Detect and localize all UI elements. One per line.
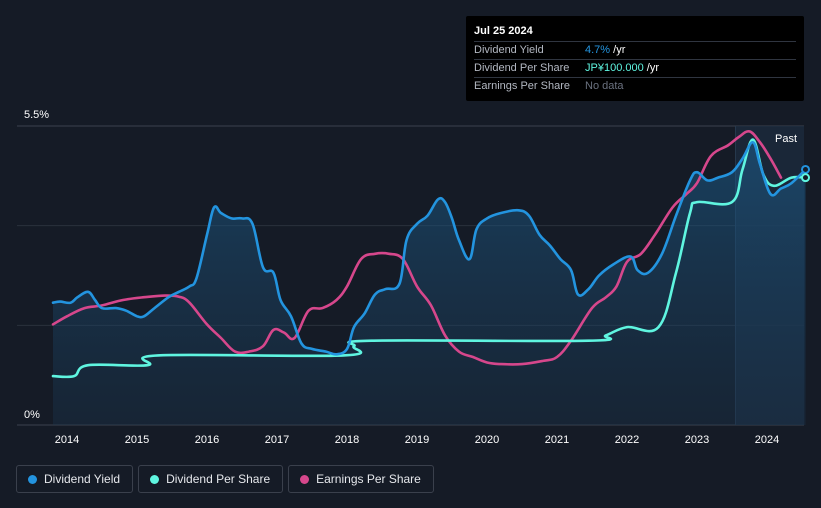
axis-ticks: 2014 2015 2016 2017 2018 2019 2020 2021 2022 2023… [55,434,779,446]
dividend-yield-line [51,141,807,356]
y-axis-max-label: 5.5% [24,109,49,121]
earnings-per-share-line [51,129,783,366]
tooltip-row-dividend-per-share: Dividend Per Share JP¥100.000 /yr [474,60,796,78]
dividend-per-share-line [51,138,807,379]
legend-dot [28,474,37,484]
x-tick-label: 2018 [335,434,359,446]
legend-dividend-per-share[interactable]: Dividend Per Share [138,465,284,493]
x-tick-label: 2015 [125,434,149,446]
legend-dot [300,474,310,484]
series-lines [51,129,810,379]
legend-label: Dividend Yield [44,472,121,486]
legend: Dividend Yield Dividend Per Share Earnin… [16,465,434,493]
tooltip-value: JP¥100.000 /yr [585,62,659,74]
x-tick-label: 2017 [265,434,289,446]
legend-dividend-yield[interactable]: Dividend Yield [16,465,134,493]
tooltip: Jul 25 2024 Dividend Yield 4.7% /yr Divi… [466,16,804,101]
legend-label: Earnings Per Share [316,472,421,486]
legend-earnings-per-share[interactable]: Earnings Per Share [288,465,434,493]
x-tick-label: 2024 [755,434,779,446]
past-label: Past [775,133,797,145]
x-tick-label: 2022 [615,434,639,446]
tooltip-date: Jul 25 2024 [474,22,796,42]
x-tick-label: 2019 [405,434,429,446]
tooltip-label: Dividend Per Share [474,62,570,74]
tooltip-value: 4.7% /yr [585,44,626,56]
x-tick-label: 2023 [685,434,709,446]
tooltip-value: No data [585,80,624,92]
y-axis-min-label: 0% [24,409,40,421]
tooltip-row-earnings-per-share: Earnings Per Share No data [474,78,796,95]
tooltip-label: Dividend Yield [474,44,544,56]
x-tick-label: 2021 [545,434,569,446]
tooltip-label: Earnings Per Share [474,80,570,92]
legend-label: Dividend Per Share [166,472,271,486]
x-tick-label: 2020 [475,434,499,446]
legend-dot [150,474,160,484]
tooltip-row-dividend-yield: Dividend Yield 4.7% /yr [474,42,796,60]
x-tick-label: 2014 [55,434,79,446]
dividend-yield-end-marker [801,164,810,174]
x-tick-label: 2016 [195,434,219,446]
dividend-per-share-end-marker [801,173,810,183]
dividend-yield-area [53,142,806,426]
